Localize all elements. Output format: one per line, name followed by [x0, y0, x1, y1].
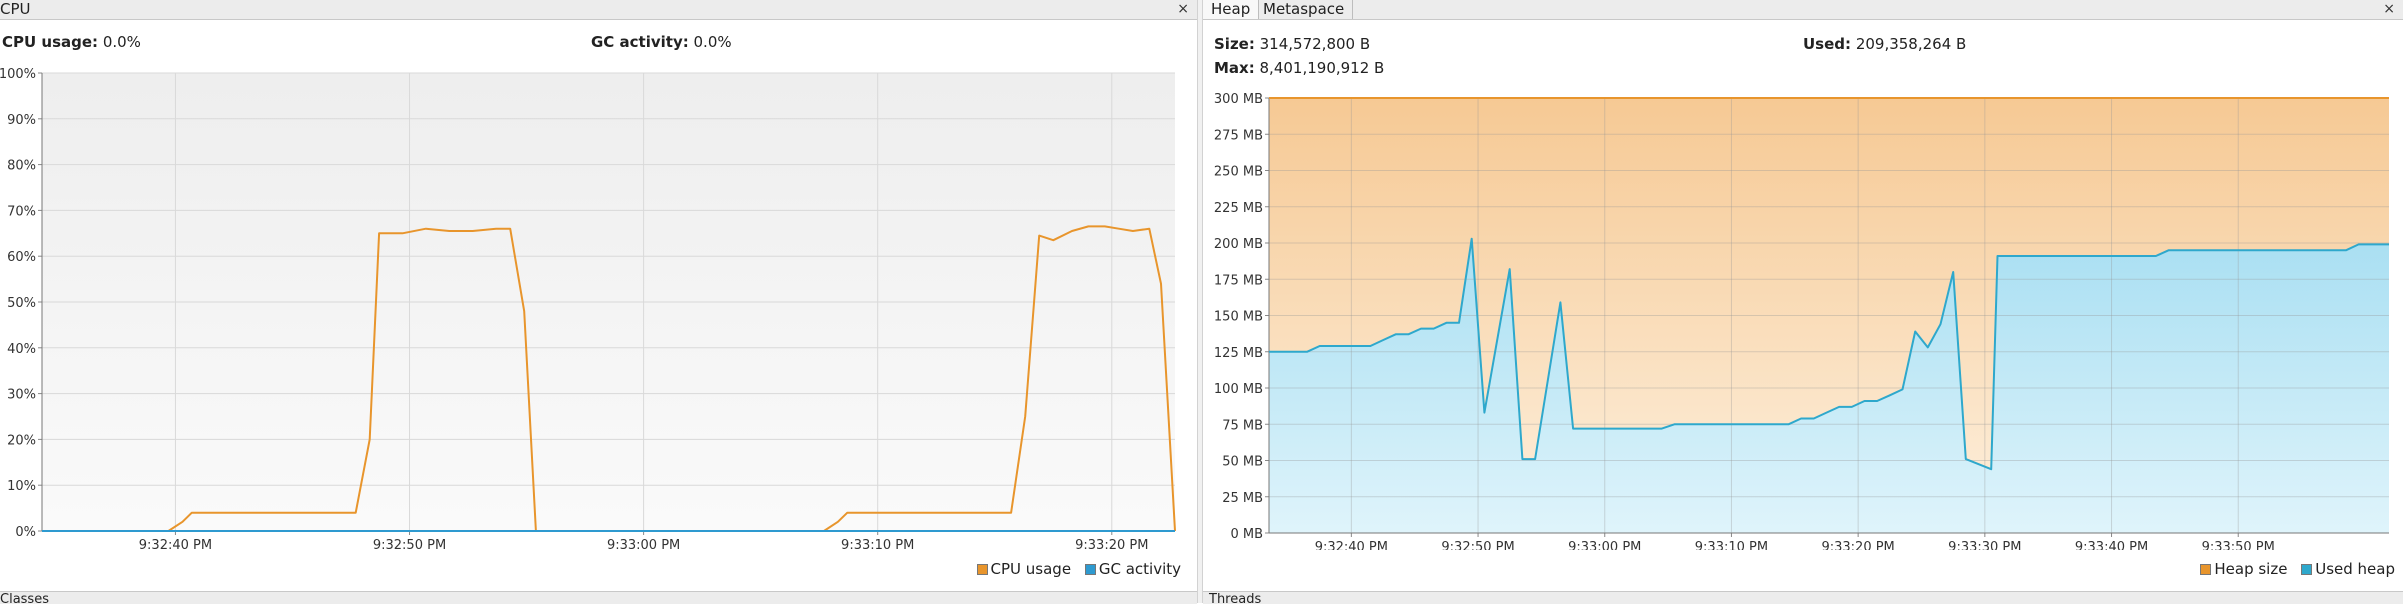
cpu-usage-label: CPU usage: — [2, 33, 99, 51]
cpu-usage-stat: CPU usage: 0.0% — [2, 33, 141, 51]
y-tick-label: 25 MB — [1222, 491, 1263, 506]
cpu-panel: CPU × CPU usage: 0.0% GC activity: 0.0% … — [0, 0, 1197, 590]
area-used-heap — [1269, 238, 2389, 533]
panel-splitter[interactable] — [1197, 0, 1203, 603]
heap-titlebar: Heap Metaspace × — [1203, 0, 2403, 20]
y-tick-label: 70% — [7, 204, 36, 219]
y-tick-label: 250 MB — [1214, 165, 1263, 180]
y-tick-label: 100 MB — [1214, 382, 1263, 397]
x-tick-label: 9:33:00 PM — [607, 538, 680, 550]
y-tick-label: 175 MB — [1214, 273, 1263, 288]
heap-max-value: 8,401,190,912 B — [1259, 59, 1385, 77]
heap-size-value: 314,572,800 B — [1259, 35, 1371, 53]
y-tick-label: 80% — [7, 159, 36, 174]
heap-max-label: Max: — [1214, 59, 1255, 77]
cpu-legend: CPU usage GC activity — [968, 560, 1181, 578]
legend-cpu-usage: CPU usage — [976, 560, 1076, 578]
heap-close-icon[interactable]: × — [2383, 1, 2395, 17]
x-tick-label: 9:32:40 PM — [1315, 540, 1388, 550]
heap-legend: Heap size Used heap — [2191, 560, 2395, 578]
heap-panel: Heap Metaspace × Size: 314,572,800 B Use… — [1203, 0, 2403, 590]
legend-cpu-usage-label: CPU usage — [990, 560, 1072, 578]
threads-panel-header: Threads — [1203, 591, 2403, 604]
legend-gc-activity: GC activity — [1084, 560, 1181, 578]
legend-cpu-usage-swatch — [976, 564, 988, 575]
y-tick-label: 275 MB — [1214, 128, 1263, 143]
x-tick-label: 9:32:40 PM — [139, 538, 212, 550]
legend-gc-activity-swatch — [1084, 564, 1096, 575]
y-tick-label: 100% — [0, 67, 36, 82]
cpu-usage-value: 0.0% — [102, 33, 141, 51]
legend-heap-size-swatch — [2200, 564, 2212, 575]
heap-size-stat: Size: 314,572,800 B — [1214, 35, 1370, 53]
legend-heap-size: Heap size — [2200, 560, 2292, 578]
y-tick-label: 125 MB — [1214, 346, 1263, 361]
x-tick-label: 9:33:40 PM — [2075, 540, 2148, 550]
tab-heap[interactable]: Heap — [1203, 0, 1260, 19]
cpu-titlebar: CPU × — [0, 0, 1197, 20]
x-tick-label: 9:33:10 PM — [1695, 540, 1768, 550]
heap-used-value: 209,358,264 B — [1855, 35, 1967, 53]
heap-size-label: Size: — [1214, 35, 1255, 53]
x-tick-label: 9:33:20 PM — [1075, 538, 1148, 550]
gc-activity-value: 0.0% — [693, 33, 732, 51]
legend-used-heap-swatch — [2301, 564, 2313, 575]
y-tick-label: 60% — [7, 250, 36, 265]
y-tick-label: 0% — [15, 525, 36, 540]
cpu-chart: 0% 10% 20% 30% 40% 50% 60% 70% 80% 90% 100% 9:32:40… — [0, 67, 1176, 550]
y-tick-label: 20% — [7, 433, 36, 448]
gc-activity-label: GC activity: — [591, 33, 689, 51]
legend-gc-activity-label: GC activity — [1098, 560, 1181, 578]
gc-activity-stat: GC activity: 0.0% — [591, 33, 732, 51]
legend-used-heap-label: Used heap — [2315, 560, 2395, 578]
x-tick-label: 9:33:00 PM — [1568, 540, 1641, 550]
heap-used-stat: Used: 209,358,264 B — [1803, 35, 1966, 53]
x-tick-label: 9:32:50 PM — [1441, 540, 1514, 550]
classes-panel-title: Classes — [0, 592, 49, 604]
y-tick-label: 200 MB — [1214, 237, 1263, 252]
series-line-used-heap — [1269, 237, 2389, 471]
y-tick-label: 300 MB — [1214, 92, 1263, 107]
heap-chart: 0 MB 25 MB 50 MB 75 MB 100 MB 125 MB 150 MB 175… — [1214, 92, 2389, 550]
cpu-close-icon[interactable]: × — [1177, 1, 1189, 17]
legend-used-heap: Used heap — [2301, 560, 2395, 578]
y-tick-label: 75 MB — [1222, 418, 1263, 433]
y-tick-label: 50 MB — [1222, 455, 1263, 470]
y-tick-label: 150 MB — [1214, 310, 1263, 325]
legend-heap-size-label: Heap size — [2214, 560, 2288, 578]
y-tick-label: 30% — [7, 388, 36, 403]
x-tick-label: 9:33:50 PM — [2202, 540, 2275, 550]
heap-max-stat: Max: 8,401,190,912 B — [1214, 59, 1384, 77]
x-tick-label: 9:33:10 PM — [841, 538, 914, 550]
cpu-panel-title: CPU — [0, 0, 31, 18]
threads-panel-title: Threads — [1209, 592, 1262, 604]
y-tick-label: 0 MB — [1230, 527, 1263, 542]
x-tick-label: 9:33:30 PM — [1948, 540, 2021, 550]
x-tick-label: 9:32:50 PM — [373, 538, 446, 550]
y-tick-label: 10% — [7, 479, 36, 494]
y-tick-label: 90% — [7, 113, 36, 128]
classes-panel-header: Classes — [0, 591, 1197, 604]
y-tick-label: 40% — [7, 342, 36, 357]
y-tick-label: 225 MB — [1214, 201, 1263, 216]
y-tick-label: 50% — [7, 296, 36, 311]
x-tick-label: 9:33:20 PM — [1821, 540, 1894, 550]
heap-used-label: Used: — [1803, 35, 1852, 53]
tab-metaspace[interactable]: Metaspace — [1255, 0, 1354, 19]
